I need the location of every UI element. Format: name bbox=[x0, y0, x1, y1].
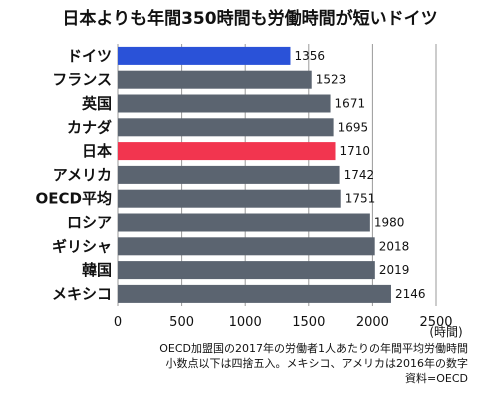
category-label-3: カナダ bbox=[67, 118, 112, 136]
x-tick-label-2000: 2000 bbox=[356, 315, 389, 330]
value-label-7: 1980 bbox=[374, 216, 405, 230]
value-label-6: 1751 bbox=[345, 192, 376, 206]
x-axis-unit-label: (時間) bbox=[429, 325, 462, 339]
category-label-9: 韓国 bbox=[82, 261, 112, 279]
value-labels: 1356 1523 1671 1695 1710 1742 1751 1980 2018 2019… bbox=[294, 49, 425, 301]
category-label-4: 日本 bbox=[82, 142, 112, 160]
x-tick-label-500: 500 bbox=[169, 315, 194, 330]
bar-6 bbox=[118, 189, 341, 208]
chart-note-line-3: 資料=OECD bbox=[405, 371, 468, 385]
x-tick-label-0: 0 bbox=[114, 315, 122, 330]
chart-note-line-1: OECD加盟国の2017年の労働者1人あたりの年間平均労働時間 bbox=[159, 341, 468, 355]
x-tick-label-1500: 1500 bbox=[292, 315, 325, 330]
x-tick-label-2500: 2500 bbox=[419, 315, 452, 330]
bar-0 bbox=[118, 46, 291, 65]
value-label-4: 1710 bbox=[340, 144, 371, 158]
bar-8 bbox=[118, 237, 375, 256]
x-tick-label-1000: 1000 bbox=[229, 315, 262, 330]
bar-10 bbox=[118, 284, 391, 303]
bar-1 bbox=[118, 70, 312, 89]
value-label-0: 1356 bbox=[294, 49, 325, 63]
bar-9 bbox=[118, 261, 375, 280]
bar-2 bbox=[118, 94, 331, 113]
value-label-3: 1695 bbox=[338, 120, 369, 134]
category-label-8: ギリシャ bbox=[52, 237, 112, 255]
value-label-2: 1671 bbox=[335, 97, 366, 111]
category-label-2: 英国 bbox=[82, 95, 112, 113]
value-label-1: 1523 bbox=[316, 73, 347, 87]
x-axis-tick-labels: 0 500 1000 1500 2000 2500 bbox=[114, 315, 453, 330]
bar-4 bbox=[118, 142, 336, 161]
bar-3 bbox=[118, 118, 334, 137]
category-label-6: OECD平均 bbox=[36, 190, 112, 208]
value-label-5: 1742 bbox=[344, 168, 375, 182]
category-label-7: ロシア bbox=[67, 214, 112, 232]
value-label-10: 2146 bbox=[395, 287, 426, 301]
bar-7 bbox=[118, 213, 370, 232]
chart-note-line-2: 小数点以下は四捨五入。メキシコ、アメリカは2016年の数字 bbox=[166, 356, 468, 370]
category-label-1: フランス bbox=[52, 71, 112, 89]
bar-5 bbox=[118, 165, 340, 184]
bars bbox=[118, 46, 391, 303]
value-label-9: 2019 bbox=[379, 263, 410, 277]
category-label-0: ドイツ bbox=[67, 47, 112, 65]
category-label-5: アメリカ bbox=[53, 166, 112, 184]
category-label-10: メキシコ bbox=[52, 285, 112, 303]
chart-title: 日本よりも年間350時間も労働時間が短いドイツ bbox=[62, 8, 437, 29]
value-label-8: 2018 bbox=[379, 239, 410, 253]
